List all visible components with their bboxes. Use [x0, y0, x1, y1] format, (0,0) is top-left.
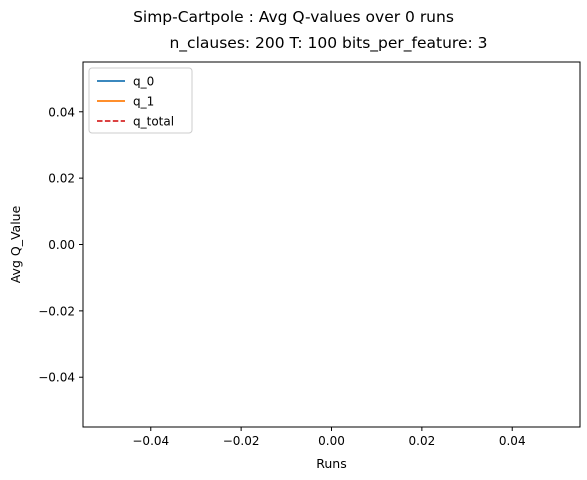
x-axis-ticks: −0.04 −0.02 0.00 0.02 0.04: [132, 427, 526, 448]
y-tick-label: 0.00: [48, 238, 75, 252]
y-tick-label: 0.02: [48, 172, 75, 186]
y-tick-label: 0.04: [48, 105, 75, 119]
x-axis-label: Runs: [316, 456, 346, 471]
y-tick-label: −0.02: [38, 304, 75, 318]
y-axis-ticks: −0.04 −0.02 0.00 0.02 0.04: [38, 105, 83, 385]
x-tick-label: 0.02: [409, 434, 436, 448]
legend-box: [88, 67, 193, 134]
chart-subtitle: n_clauses: 200 T: 100 bits_per_feature: …: [169, 34, 488, 52]
legend-label: q_total: [133, 115, 174, 129]
chart-title: Simp-Cartpole : Avg Q-values over 0 runs: [133, 8, 454, 26]
legend: q_0 q_1 q_total: [88, 67, 193, 134]
x-tick-label: −0.02: [223, 434, 260, 448]
legend-label: q_0: [133, 75, 154, 89]
y-tick-label: −0.04: [38, 371, 75, 385]
x-tick-label: −0.04: [132, 434, 169, 448]
x-tick-label: 0.04: [499, 434, 526, 448]
legend-label: q_1: [133, 95, 154, 109]
y-axis-label: Avg Q_Value: [8, 205, 23, 283]
x-tick-label: 0.00: [318, 434, 345, 448]
